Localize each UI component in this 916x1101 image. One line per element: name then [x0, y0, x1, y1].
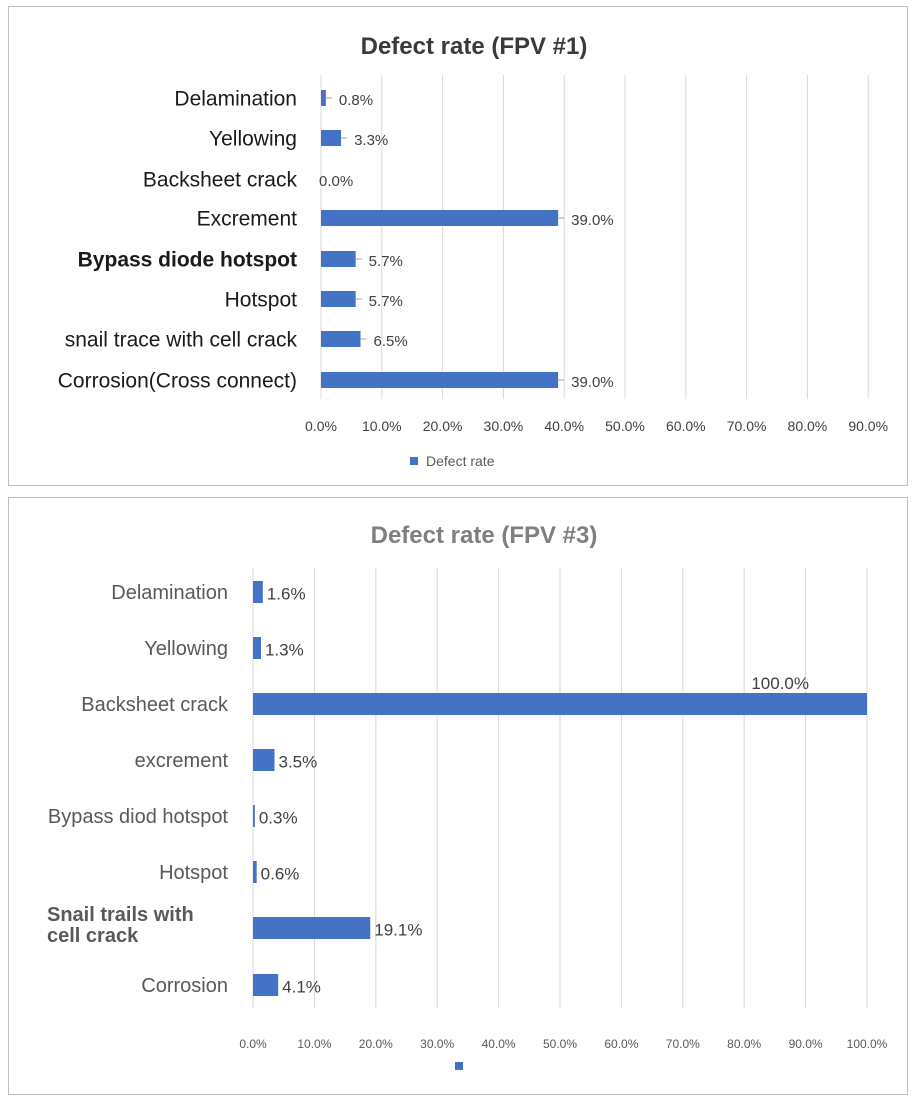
chart-title: Defect rate (FPV #3)	[371, 522, 598, 549]
data-label: 6.5%	[374, 333, 408, 350]
bar	[321, 251, 356, 267]
category-label: Yellowing	[144, 638, 228, 660]
category-label: Corrosion	[141, 975, 228, 997]
bar	[253, 637, 261, 659]
x-tick-label: 40.0%	[544, 418, 584, 434]
x-tick-label: 20.0%	[423, 418, 463, 434]
bar	[253, 974, 279, 996]
x-tick-label: 0.0%	[305, 418, 337, 434]
data-label: 3.3%	[354, 132, 388, 149]
data-label: 19.1%	[374, 921, 422, 940]
category-label: Hotspot	[159, 862, 228, 884]
bar	[321, 291, 356, 307]
bar	[321, 331, 361, 347]
bar	[253, 693, 867, 715]
x-tick-label: 100.0%	[847, 1037, 888, 1051]
x-tick-label: 10.0%	[362, 418, 402, 434]
bar	[253, 749, 275, 771]
category-label: Bypass diode hotspot	[78, 249, 297, 272]
data-label: 39.0%	[571, 374, 614, 391]
x-tick-label: 50.0%	[543, 1037, 577, 1051]
category-label: snail trace with cell crack	[65, 329, 298, 352]
category-label: Backsheet crack	[81, 694, 229, 716]
x-tick-label: 30.0%	[420, 1037, 454, 1051]
bar	[321, 130, 342, 146]
category-label: Backsheet crack	[143, 169, 298, 192]
x-tick-label: 90.0%	[848, 418, 888, 434]
data-label: 0.0%	[319, 173, 353, 190]
bar	[321, 210, 559, 226]
x-tick-label: 40.0%	[482, 1037, 516, 1051]
data-label: 0.8%	[339, 92, 373, 109]
x-tick-label: 80.0%	[788, 418, 828, 434]
x-tick-label: 60.0%	[604, 1037, 638, 1051]
bar	[253, 581, 263, 603]
data-label: 1.3%	[265, 641, 304, 660]
chart-panel-fpv1: Defect rate (FPV #1) 0.0% 10.0% 20.0% 30.0%…	[8, 6, 908, 486]
category-label: Corrosion(Cross connect)	[58, 370, 297, 393]
x-tick-label: 30.0%	[484, 418, 524, 434]
data-label: 39.0%	[571, 212, 614, 229]
legend-marker	[410, 457, 418, 465]
data-label: 0.3%	[259, 809, 298, 828]
category-label: Snail trails with cell crack	[47, 904, 194, 947]
x-tick-label: 50.0%	[605, 418, 645, 434]
data-label: 5.7%	[369, 293, 403, 310]
bar	[253, 805, 255, 827]
category-label: excrement	[135, 750, 229, 772]
category-label: Delamination	[111, 582, 228, 604]
data-label: 100.0%	[751, 674, 809, 693]
bar	[321, 372, 559, 388]
x-tick-label: 70.0%	[666, 1037, 700, 1051]
data-label: 5.7%	[369, 253, 403, 270]
x-tick-label: 20.0%	[359, 1037, 393, 1051]
x-tick-label: 0.0%	[239, 1037, 267, 1051]
chart-panel-fpv3: Defect rate (FPV #3) 0.0% 10.0% 20.0% 30.0%…	[8, 497, 908, 1095]
data-label: 0.6%	[261, 865, 300, 884]
bar	[253, 861, 257, 883]
x-tick-label: 10.0%	[297, 1037, 331, 1051]
x-tick-label: 90.0%	[789, 1037, 823, 1051]
legend-marker	[455, 1062, 463, 1070]
x-tick-label: 70.0%	[727, 418, 767, 434]
x-tick-label: 60.0%	[666, 418, 706, 434]
data-label: 3.5%	[278, 753, 317, 772]
legend-label: Defect rate	[426, 453, 495, 469]
category-label: Delamination	[174, 88, 297, 111]
bar	[253, 917, 371, 939]
chart-title: Defect rate (FPV #1)	[361, 33, 588, 60]
category-label: Yellowing	[209, 128, 297, 151]
data-label: 4.1%	[282, 978, 321, 997]
category-label: Hotspot	[225, 289, 298, 312]
category-label: Excrement	[197, 208, 298, 231]
bar	[321, 90, 326, 106]
category-label: Bypass diod hotspot	[48, 806, 229, 828]
chart-fpv3: Defect rate (FPV #3) 0.0% 10.0% 20.0% 30.0%…	[47, 522, 888, 1070]
x-tick-label: 80.0%	[727, 1037, 761, 1051]
chart-fpv1: Defect rate (FPV #1) 0.0% 10.0% 20.0% 30.0%…	[58, 33, 888, 469]
data-label: 1.6%	[267, 585, 306, 604]
